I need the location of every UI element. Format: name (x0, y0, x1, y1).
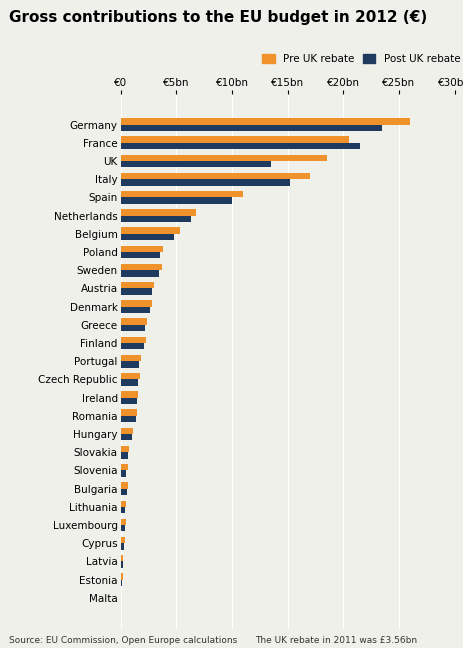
Bar (120, 137, 348, 143)
Bar (120, 337, 146, 343)
Bar (120, 525, 125, 531)
Bar (120, 580, 122, 586)
Bar (120, 561, 122, 568)
Bar (120, 555, 123, 561)
Bar (120, 598, 121, 604)
Bar (120, 198, 232, 204)
Bar (120, 470, 126, 477)
Bar (120, 518, 126, 525)
Bar (120, 507, 125, 513)
Bar (120, 216, 190, 222)
Bar (120, 246, 163, 252)
Bar (120, 537, 125, 543)
Bar (120, 380, 138, 386)
Bar (120, 355, 140, 361)
Text: Source: EU Commission, Open Europe calculations: Source: EU Commission, Open Europe calcu… (9, 636, 237, 645)
Bar (120, 452, 128, 459)
Legend: Pre UK rebate, Post UK rebate: Pre UK rebate, Post UK rebate (262, 54, 459, 64)
Bar (120, 573, 123, 580)
Bar (120, 300, 151, 307)
Bar (120, 118, 409, 124)
Bar (120, 428, 132, 434)
Bar (120, 282, 154, 288)
Bar (120, 410, 137, 416)
Bar (120, 416, 135, 422)
Bar (120, 373, 139, 380)
Bar (120, 500, 126, 507)
Text: Gross contributions to the EU budget in 2012 (€): Gross contributions to the EU budget in … (9, 10, 426, 25)
Bar (120, 124, 382, 131)
Bar (120, 227, 179, 234)
Bar (120, 318, 147, 325)
Bar (120, 209, 196, 216)
Bar (120, 489, 126, 495)
Bar (120, 179, 289, 185)
Bar (120, 173, 309, 179)
Bar (120, 543, 124, 550)
Bar (120, 482, 128, 489)
Bar (120, 398, 137, 404)
Bar (120, 288, 151, 295)
Bar (120, 391, 138, 398)
Bar (120, 155, 326, 161)
Bar (120, 143, 359, 149)
Bar (120, 307, 149, 313)
Bar (120, 325, 145, 331)
Bar (120, 446, 129, 452)
Bar (120, 161, 270, 167)
Bar (120, 434, 131, 441)
Bar (120, 362, 139, 367)
Bar (120, 252, 159, 259)
Bar (120, 592, 121, 598)
Bar (120, 234, 174, 240)
Bar (120, 464, 128, 470)
Bar (120, 270, 158, 277)
Bar (120, 264, 162, 270)
Bar (120, 191, 243, 198)
Text: The UK rebate in 2011 was £3.56bn: The UK rebate in 2011 was £3.56bn (255, 636, 416, 645)
Bar (120, 343, 144, 349)
